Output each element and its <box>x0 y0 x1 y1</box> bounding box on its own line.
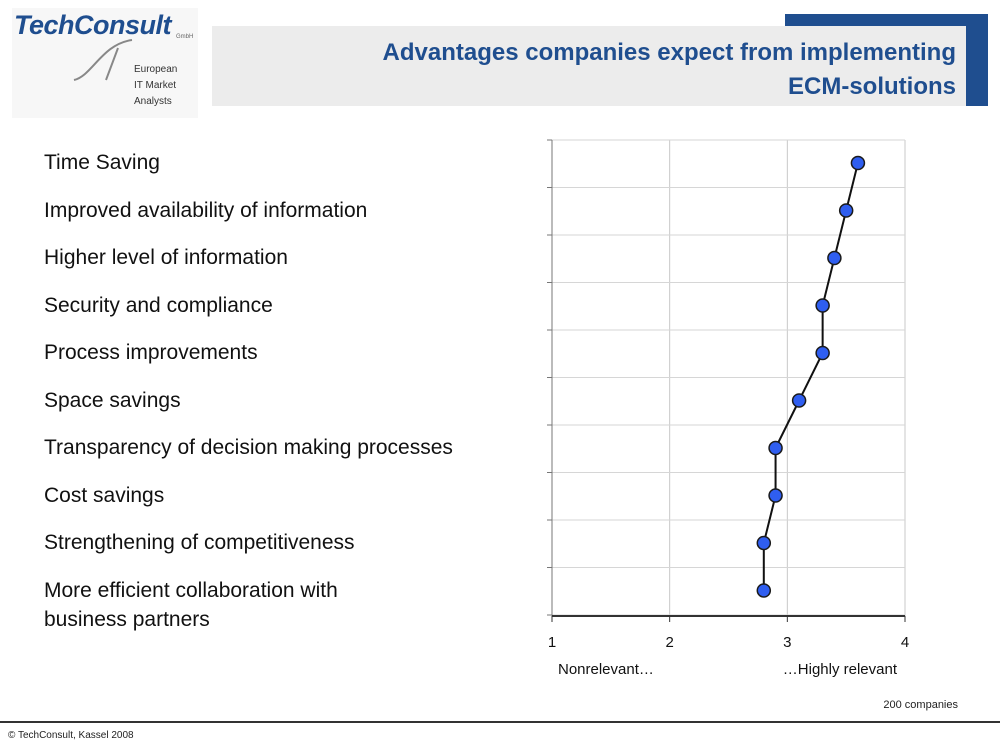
sample-note: 200 companies <box>883 699 958 711</box>
category-label: Cost savings <box>44 483 165 507</box>
title-background <box>212 26 966 106</box>
data-point <box>827 250 842 266</box>
x-axis-label-right: …Highly relevant <box>783 661 898 678</box>
x-tick-label: 1 <box>548 634 556 651</box>
title-accent-bar <box>785 14 988 26</box>
data-point <box>838 203 854 218</box>
title-line-1: Advantages companies expect from impleme… <box>382 39 956 66</box>
data-point <box>768 488 783 503</box>
category-label: Transparency of decision making processe… <box>44 436 453 459</box>
category-label: Process improvements <box>44 341 258 364</box>
category-label: Improved availability of information <box>44 198 368 222</box>
data-point <box>756 535 772 551</box>
x-tick-label: 2 <box>665 634 673 651</box>
x-tick-label: 3 <box>783 634 791 651</box>
logo-suffix: GmbH <box>176 34 194 40</box>
category-label: Space savings <box>44 388 181 412</box>
footer-divider <box>0 721 1000 723</box>
data-point <box>815 345 830 361</box>
category-label: Higher level of information <box>44 246 288 269</box>
x-tick-label: 4 <box>901 634 909 651</box>
category-label: Time Saving <box>44 151 160 174</box>
series-line <box>762 162 859 591</box>
title-line-2: ECM-solutions <box>788 73 956 100</box>
category-label: More efficient collaboration with busine… <box>44 578 338 631</box>
title-accent-side <box>966 14 988 106</box>
data-point <box>850 155 866 171</box>
category-label: Strengthening of competitiveness <box>44 531 355 554</box>
copyright-footer: © TechConsult, Kassel 2008 <box>8 730 134 741</box>
x-axis-label-left: Nonrelevant… <box>558 661 654 678</box>
logo-name: TechConsult <box>14 10 172 40</box>
logo-swoosh-icon <box>73 39 133 81</box>
techconsult-logo: TechConsult GmbH European IT Market Anal… <box>12 8 198 118</box>
data-point <box>791 393 807 408</box>
logo-tagline: European IT Market Analysts <box>134 64 178 107</box>
category-label: Security and compliance <box>44 293 273 317</box>
data-point <box>756 583 772 598</box>
data-point <box>768 440 783 456</box>
page-title: Advantages companies expect from impleme… <box>336 36 956 104</box>
data-point <box>815 298 830 313</box>
